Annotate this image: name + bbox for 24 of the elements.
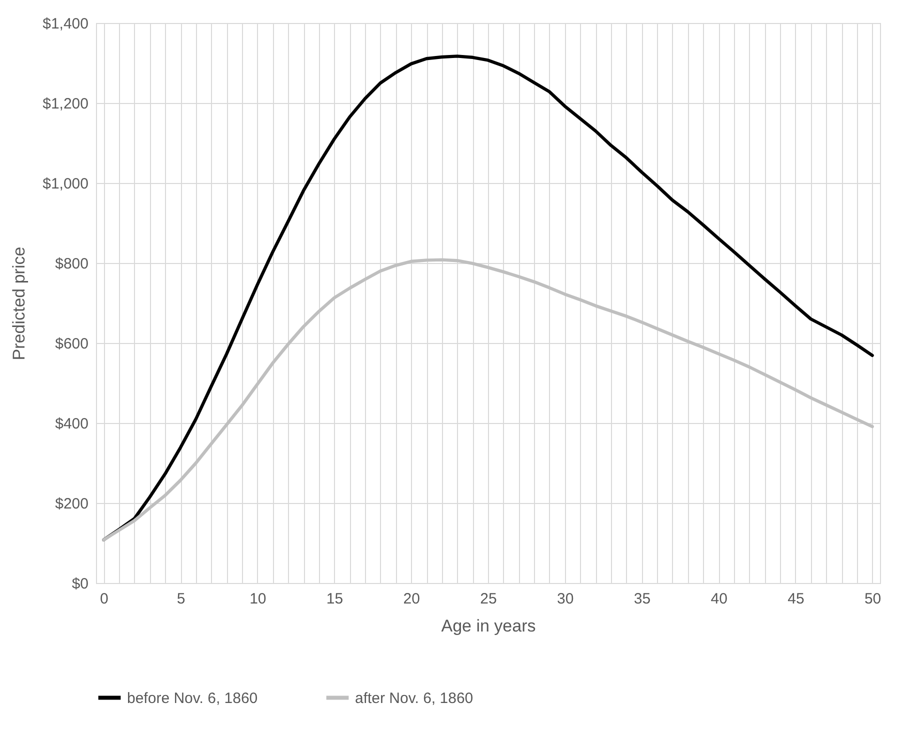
x-axis-title: Age in years	[441, 616, 536, 636]
x-tick-label: 20	[403, 590, 420, 608]
y-tick-label: $600	[55, 336, 88, 352]
legend-label: before Nov. 6, 1860	[127, 690, 258, 707]
y-tick-label: $1,000	[42, 176, 88, 192]
y-tick-label: $800	[55, 256, 88, 272]
x-tick-label: 5	[176, 590, 186, 608]
line-series	[102, 258, 874, 542]
y-tick-label: $0	[72, 576, 88, 592]
x-tick-label: 15	[326, 590, 344, 608]
x-tick-label: 10	[250, 590, 266, 608]
x-tick-label: 35	[634, 590, 651, 608]
x-tick-label: 30	[557, 590, 574, 608]
y-tick-label: $1,200	[42, 96, 88, 112]
y-axis-title: Predicted price	[10, 246, 29, 360]
y-tick-label: $1,400	[42, 16, 88, 32]
x-tick-label: 25	[480, 590, 497, 608]
y-tick-label: $200	[55, 496, 88, 512]
x-tick-label: 45	[788, 590, 804, 608]
x-tick-label: 0	[100, 590, 108, 608]
y-tick-label: $400	[55, 416, 88, 432]
x-tick-label: 40	[710, 590, 728, 608]
legend-label: after Nov. 6, 1860	[355, 690, 474, 707]
x-tick-label: 50	[864, 590, 882, 608]
